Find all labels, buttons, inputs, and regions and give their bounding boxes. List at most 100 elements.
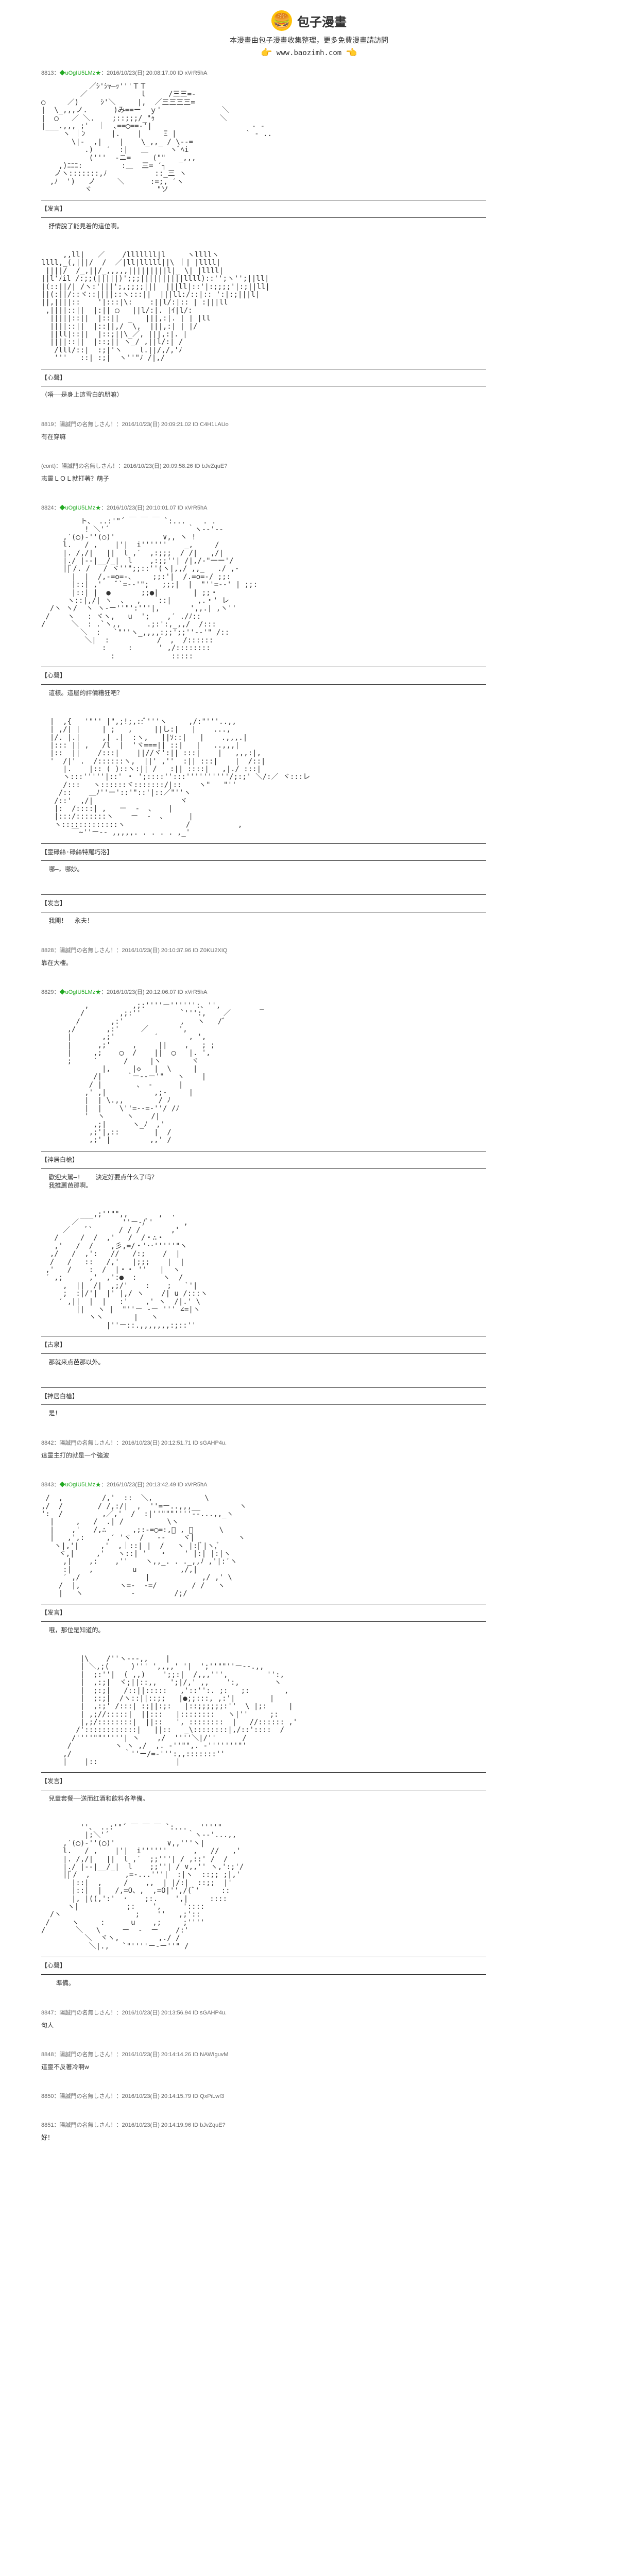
post-number: 8851： bbox=[41, 2122, 59, 2128]
post-user: 陽誠門の名無しさん！ bbox=[59, 947, 116, 954]
site-name-text: 包子漫畫 bbox=[297, 12, 347, 30]
post-number: 8828： bbox=[41, 947, 59, 954]
post-number: 8819： bbox=[41, 421, 59, 428]
ascii-art: ___,;''"",, , . ／ ''ー-/ﾞ' , ／ ﾞ` / / / ,… bbox=[41, 1211, 597, 1330]
post-date: ：2016/10/23(日) 20:12:51.71 ID sGAHP4u. bbox=[116, 1440, 227, 1446]
post-date: ：2016/10/23(日) 20:14:14.26 ID NAWIguvM bbox=[116, 2052, 228, 2058]
separator-line bbox=[41, 1621, 486, 1622]
character-label: 【靈碌絲·碌絲特羅巧洛】 bbox=[41, 848, 597, 857]
post-number: 8824： bbox=[41, 505, 59, 511]
post: 8813：◆uOgIU5LMz★：2016/10/23(日) 20:08:17.… bbox=[41, 69, 597, 231]
dialogue-text: 句人 bbox=[41, 2021, 597, 2029]
post: 8851：陽誠門の名無しさん！：2016/10/23(日) 20:14:19.9… bbox=[41, 2121, 597, 2142]
ascii-art: ／ｼ'ｼｬ—ｯ'''ＴＴ ／ ｌ /三三=- ○ ／) ｼ'＼ |, ／三三三三… bbox=[41, 83, 597, 194]
post: 8829：◆uOgIU5LMz★：2016/10/23(日) 20:12:06.… bbox=[41, 988, 597, 1190]
post-date: ：2016/10/23(日) 20:13:56.94 ID sGAHP4u. bbox=[116, 2010, 227, 2016]
site-title: 🍔 包子漫畫 bbox=[0, 10, 618, 31]
post-number: 8842： bbox=[41, 1440, 59, 1446]
post-date: ：2016/10/23(日) 20:10:01.07 ID xVrR5hA bbox=[101, 505, 207, 511]
character-label: 【神居白槍】 bbox=[41, 1392, 597, 1401]
post-meta: 8813：◆uOgIU5LMz★：2016/10/23(日) 20:08:17.… bbox=[41, 69, 597, 77]
site-subtitle: 本漫畫由包子漫畫收集整理，更多免費漫畫請訪問 bbox=[0, 35, 618, 45]
character-label: 【发言】 bbox=[41, 1777, 597, 1786]
dialogue-text: 我開！ 永夫！ bbox=[41, 917, 597, 925]
ascii-art: / , /,' :: ＼, \ ,/ / / /,:/| , ''=ー..,,,… bbox=[41, 1495, 597, 1598]
dialogue-text: 志靈ＬＯＬ就打著？萌子 bbox=[41, 474, 597, 483]
post-meta: 8843：◆uOgIU5LMz★：2016/10/23(日) 20:13:42.… bbox=[41, 1480, 597, 1488]
separator-line bbox=[41, 1772, 486, 1773]
ascii-art: |\ /''ヽ‐--,, | | ＼,;( )''' ',,,,' '| ';'… bbox=[41, 1655, 597, 1766]
post-user: 陽誠門の名無しさん！ bbox=[59, 2093, 116, 2099]
post-meta: 8847：陽誠門の名無しさん！：2016/10/23(日) 20:13:56.9… bbox=[41, 2008, 597, 2016]
post-number: 8850： bbox=[41, 2093, 59, 2099]
dialogue-text: 哪—，哪妙。 bbox=[41, 865, 597, 874]
dialogue-text: 哦，那位是知道的。 bbox=[41, 1626, 597, 1635]
post-date: ：2016/10/23(日) 20:14:15.79 ID QxPiLwf3 bbox=[116, 2093, 224, 2099]
site-url[interactable]: www.baozimh.com bbox=[277, 49, 341, 57]
post-meta: 8828：陽誠門の名無しさん！：2016/10/23(日) 20:10:37.9… bbox=[41, 946, 597, 954]
post-date: ：2016/10/23(日) 20:09:58.26 ID bJvZquE? bbox=[118, 463, 227, 469]
post-date: ：2016/10/23(日) 20:12:06.07 ID xVrR5hA bbox=[101, 989, 207, 995]
post-user: 陽誠門の名無しさん！ bbox=[59, 2122, 116, 2128]
ascii-art: ''、 ..:'"´ ￣ ￣ ￣ `:... ''''" |;＼'´ ｀ヽ--'… bbox=[41, 1824, 597, 1951]
post-user: 陽誠門の名無しさん！ bbox=[59, 421, 116, 428]
post: |\ /''ヽ‐--,, | | ＼,;( )''' ',,,,' '| ';'… bbox=[41, 1655, 597, 1803]
post: 8847：陽誠門の名無しさん！：2016/10/23(日) 20:13:56.9… bbox=[41, 2008, 597, 2029]
post: 8828：陽誠門の名無しさん！：2016/10/23(日) 20:10:37.9… bbox=[41, 946, 597, 967]
character-label: 【古泉】 bbox=[41, 1341, 597, 1349]
post-user: 陽誠門の名無しさん！ bbox=[59, 2010, 116, 2016]
post: 8848：陽誠門の名無しさん！：2016/10/23(日) 20:14:14.2… bbox=[41, 2050, 597, 2071]
post-number: 8813： bbox=[41, 70, 59, 76]
post-user: ◆uOgIU5LMz★ bbox=[59, 1482, 101, 1488]
separator-line bbox=[41, 1353, 486, 1354]
post: ''、 ..:'"´ ￣ ￣ ￣ `:... ''''" |;＼'´ ｀ヽ--'… bbox=[41, 1824, 597, 1988]
character-label: 【心聲】 bbox=[41, 1961, 597, 1970]
post: (cont)：陽誠門の名無しさん！：2016/10/23(日) 20:09:58… bbox=[41, 462, 597, 483]
post-date: ：2016/10/23(日) 20:10:37.96 ID Z0KU2XIQ bbox=[116, 947, 227, 954]
post-number: 8848： bbox=[41, 2052, 59, 2058]
ascii-art: ,,ll| ／ /lllllll|l ヽllllヽ llll,_(,|||/ /… bbox=[41, 251, 597, 362]
dialogue-text: （唔——是身上這雪白的朋嘛） bbox=[41, 391, 597, 399]
post: 8819：陽誠門の名無しさん！：2016/10/23(日) 20:09:21.0… bbox=[41, 420, 597, 441]
dialogue-text: 是！ bbox=[41, 1409, 597, 1418]
separator-line bbox=[41, 1168, 486, 1169]
post: | ,{ '"'' |",;!;,::ﾞ'''ヽ ,/:"'''..,, | ,… bbox=[41, 718, 597, 874]
post-date: ：2016/10/23(日) 20:13:42.49 ID xVrR5hA bbox=[101, 1482, 207, 1488]
dialogue-text: 靠在大樓。 bbox=[41, 958, 597, 967]
dialogue-text: 兒童套餐——送而红酒和飲料各準備。 bbox=[41, 1794, 597, 1803]
post-user: 陽誠門の名無しさん！ bbox=[59, 1440, 116, 1446]
dialogue-text: 這樣。這屋的評價糟狂吧？ bbox=[41, 689, 597, 698]
post-user: ◆uOgIU5LMz★ bbox=[59, 70, 101, 76]
hand-left-icon: 👈 bbox=[346, 47, 357, 58]
post-number: 8843： bbox=[41, 1482, 59, 1488]
ascii-art: | ,{ '"'' |",;!;,::ﾞ'''ヽ ,/:"'''..,, | ,… bbox=[41, 718, 597, 837]
post-meta: 8829：◆uOgIU5LMz★：2016/10/23(日) 20:12:06.… bbox=[41, 988, 597, 996]
character-label: 【心聲】 bbox=[41, 671, 597, 680]
post-user: 陽誠門の名無しさん！ bbox=[59, 2052, 116, 2058]
separator-line bbox=[41, 1387, 486, 1388]
separator-line bbox=[41, 1404, 486, 1405]
page-container: 🍔 包子漫畫 本漫畫由包子漫畫收集整理，更多免費漫畫請訪問 👉 www.baoz… bbox=[0, 0, 618, 2142]
content-area: 8813：◆uOgIU5LMz★：2016/10/23(日) 20:08:17.… bbox=[0, 69, 618, 2142]
separator-line bbox=[41, 843, 486, 844]
dialogue-text: 抒情脫了能見着的這位啊。 bbox=[41, 222, 597, 231]
dialogue-text: 準備。 bbox=[41, 1979, 597, 1988]
dialogue-text: 那就来点芭那以外。 bbox=[41, 1358, 597, 1367]
hand-right-icon: 👉 bbox=[261, 47, 272, 58]
dialogue-text: 這靈不反著冷啊w bbox=[41, 2062, 597, 2071]
post-meta: (cont)：陽誠門の名無しさん！：2016/10/23(日) 20:09:58… bbox=[41, 462, 597, 470]
post-user: ◆uOgIU5LMz★ bbox=[59, 505, 101, 511]
post-meta: 8850：陽誠門の名無しさん！：2016/10/23(日) 20:14:15.7… bbox=[41, 2092, 597, 2100]
dialogue-text: 這靈主打的就是一个強波 bbox=[41, 1451, 597, 1460]
post-date: ：2016/10/23(日) 20:08:17.00 ID xVrR5hA bbox=[101, 70, 207, 76]
character-label: 【发言】 bbox=[41, 205, 597, 213]
post: ,,ll| ／ /lllllll|l ヽllllヽ llll,_(,|||/ /… bbox=[41, 251, 597, 399]
dialogue-text: 有在穿嘛 bbox=[41, 432, 597, 441]
post-date: ：2016/10/23(日) 20:14:19.96 ID bJvZquE? bbox=[116, 2122, 225, 2128]
character-label: 【心聲】 bbox=[41, 374, 597, 382]
post-user: ◆uOgIU5LMz★ bbox=[59, 989, 101, 995]
site-url-line: 👉 www.baozimh.com 👈 bbox=[0, 47, 618, 58]
post-number: 8829： bbox=[41, 989, 59, 995]
post: ___,;''"",, , . ／ ''ー-/ﾞ' , ／ ﾞ` / / / ,… bbox=[41, 1211, 597, 1366]
separator-line bbox=[41, 894, 486, 895]
